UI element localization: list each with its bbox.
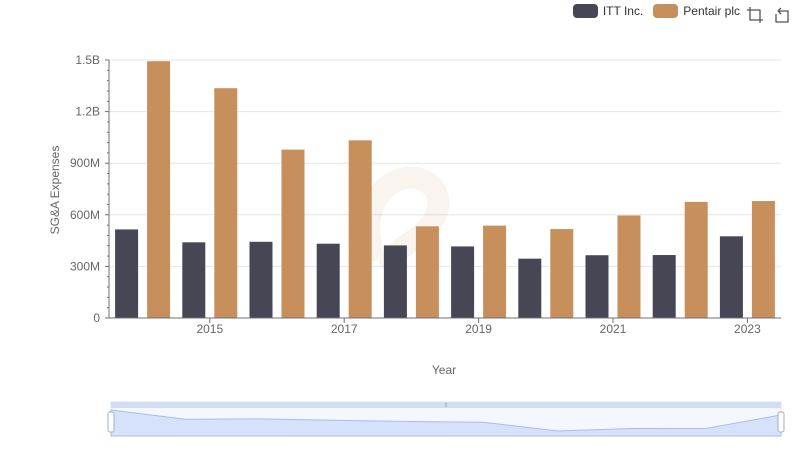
- bar-itt-inc-2019[interactable]: [451, 246, 475, 318]
- bar-pentair-plc2014[interactable]: [147, 61, 171, 318]
- bar-itt-inc-2016[interactable]: [249, 241, 273, 318]
- y-tick-label: 0: [93, 311, 100, 325]
- x-axis: 2015 2017 2019 2021 2023: [109, 317, 781, 336]
- reset-icon[interactable]: [773, 6, 791, 24]
- bar-itt-inc-2023[interactable]: [719, 236, 743, 318]
- x-axis-label: Year: [432, 363, 456, 377]
- legend-label-itt: ITT Inc.: [602, 4, 644, 18]
- y-tick-label: 300M: [70, 259, 100, 273]
- zoom-grip-icon: ⦀: [445, 402, 448, 409]
- legend-swatch-pentair: [653, 4, 679, 18]
- zoom-handle-right[interactable]: [777, 411, 785, 433]
- legend-item-itt[interactable]: ITT Inc.: [572, 4, 644, 18]
- bar-pentair-plc2023[interactable]: [751, 201, 775, 318]
- zoom-handle-left[interactable]: [107, 411, 115, 433]
- bar-pentair-plc2022[interactable]: [684, 201, 708, 318]
- bar-pentair-plc2018[interactable]: [415, 226, 439, 318]
- x-tick-label: 2019: [465, 322, 492, 336]
- bar-pentair-plc2016[interactable]: [281, 149, 305, 318]
- x-tick-label: 2023: [734, 322, 761, 336]
- brush-rect-icon[interactable]: [746, 6, 764, 24]
- x-tick-label: 2017: [331, 322, 358, 336]
- legend: ITT Inc. Pentair plc: [572, 4, 740, 18]
- bar-itt-inc-2015[interactable]: [182, 242, 206, 318]
- y-tick-label: 900M: [70, 156, 100, 170]
- x-tick-label: 2015: [196, 322, 223, 336]
- bar-itt-inc-2021[interactable]: [585, 255, 609, 318]
- bar-itt-inc-2020[interactable]: [518, 258, 542, 318]
- legend-swatch-itt: [572, 4, 598, 18]
- bar-itt-inc-2018[interactable]: [383, 245, 407, 318]
- legend-label-pentair: Pentair plc: [683, 4, 740, 18]
- y-tick-label: 600M: [70, 208, 100, 222]
- bar-pentair-plc2021[interactable]: [617, 215, 641, 318]
- y-axis-label: SG&A Expenses: [48, 146, 62, 235]
- x-tick-label: 2021: [600, 322, 627, 336]
- bar-pentair-plc2015[interactable]: [214, 88, 238, 318]
- data-zoom-slider[interactable]: ⦀: [107, 401, 785, 437]
- bar-itt-inc-2022[interactable]: [652, 255, 676, 318]
- bar-pentair-plc2019[interactable]: [483, 225, 507, 318]
- bar-itt-inc-2014[interactable]: [115, 229, 139, 318]
- y-tick-label: 1.2B: [75, 105, 100, 119]
- gridlines: [109, 59, 781, 267]
- zoom-drag-bar[interactable]: [111, 402, 781, 408]
- bars: [115, 61, 775, 318]
- y-axis: 0 300M 600M 900M 1.2B 1.5B: [70, 53, 110, 325]
- bar-pentair-plc2020[interactable]: [550, 229, 574, 318]
- legend-item-pentair[interactable]: Pentair plc: [653, 4, 740, 18]
- bar-itt-inc-2017[interactable]: [316, 243, 340, 318]
- bar-pentair-plc2017[interactable]: [348, 140, 372, 318]
- y-tick-label: 1.5B: [75, 53, 100, 67]
- watermark-logo: [358, 166, 450, 271]
